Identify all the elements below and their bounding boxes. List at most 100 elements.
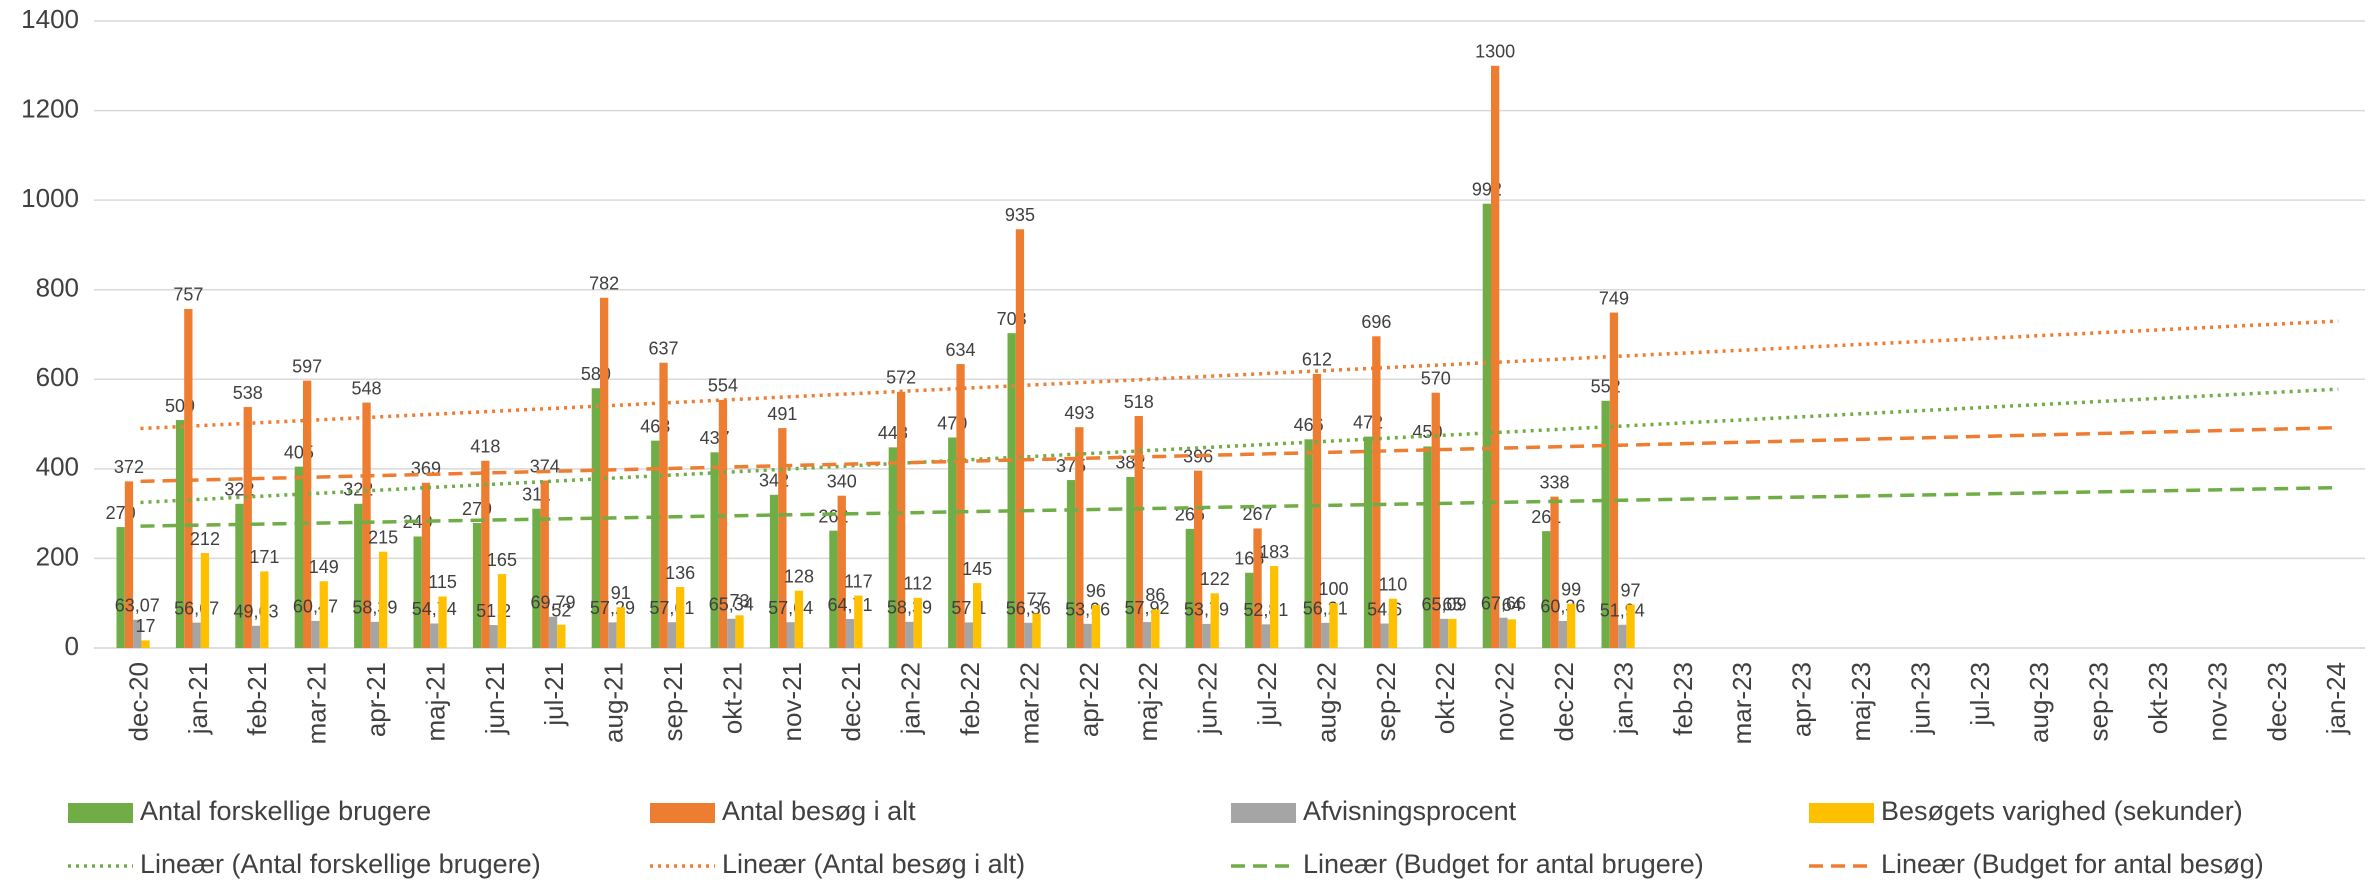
bar (1626, 604, 1635, 648)
y-tick-label: 1200 (21, 93, 79, 123)
bar (548, 616, 558, 648)
bar (1499, 617, 1508, 648)
data-label: 782 (589, 274, 619, 294)
trendline (140, 319, 2339, 431)
data-label: 757 (173, 285, 203, 305)
bar (964, 622, 973, 648)
bar (1439, 618, 1449, 648)
x-tick-label: nov-23 (2202, 662, 2232, 742)
y-tick-label: 600 (36, 362, 79, 392)
x-tick-label: jul-23 (1965, 662, 1995, 727)
bar (1185, 528, 1194, 648)
x-tick-label: okt-21 (717, 662, 747, 734)
x-tick-label: dec-21 (836, 662, 866, 742)
data-label: 54,74 (412, 599, 457, 619)
legend-label: Afvisningsprocent (1303, 796, 1517, 826)
bar (600, 297, 609, 648)
bar (616, 607, 625, 648)
data-label: 115 (428, 572, 457, 592)
bar (845, 619, 855, 648)
data-label: 136 (665, 563, 695, 583)
data-label: 65 (1442, 595, 1462, 615)
bar (1015, 229, 1025, 648)
x-tick-label: dec-23 (2262, 662, 2292, 742)
bar (1091, 605, 1101, 648)
x-tick-label: okt-23 (2143, 662, 2173, 734)
data-label: 56,21 (1303, 599, 1348, 619)
bar (438, 596, 447, 648)
data-label: 58,39 (352, 598, 397, 618)
bar (1601, 400, 1610, 648)
data-label: 597 (292, 356, 322, 376)
bar (1609, 312, 1619, 648)
x-tick-label: jun-23 (1905, 662, 1935, 735)
bar (497, 574, 507, 648)
bar (1329, 603, 1338, 648)
data-label: 63,07 (115, 596, 160, 616)
data-label: 99 (1561, 579, 1581, 599)
bar (430, 623, 439, 648)
bar (1380, 623, 1389, 648)
data-label: 122 (1200, 569, 1230, 589)
legend-label: Besøgets varighed (sekunder) (1881, 796, 2243, 826)
bar (1372, 336, 1381, 648)
data-label: 69,79 (531, 592, 576, 612)
bar (973, 583, 982, 648)
bar (200, 553, 210, 648)
data-label: 57,61 (649, 598, 694, 618)
x-tick-label: mar-21 (302, 662, 332, 744)
bar (1032, 613, 1041, 648)
bar (557, 624, 566, 648)
bar (311, 620, 320, 648)
bar (141, 640, 150, 648)
bar (854, 595, 863, 648)
legend-label: Antal besøg i alt (722, 796, 916, 826)
data-label: 64 (1502, 595, 1522, 615)
data-label: 57,64 (768, 598, 813, 618)
bar (897, 391, 906, 648)
data-label: 518 (1124, 392, 1154, 412)
x-tick-label: apr-23 (1787, 662, 1817, 737)
bar (1142, 622, 1152, 648)
bar (303, 380, 312, 648)
x-tick-label: nov-21 (777, 662, 807, 742)
bar (608, 622, 617, 648)
bar (1491, 65, 1500, 649)
data-label: 491 (767, 404, 797, 424)
bar (829, 530, 838, 648)
bar (175, 420, 185, 648)
bar (1066, 480, 1076, 648)
bar (1007, 333, 1016, 648)
bar (948, 437, 957, 648)
data-label: 53,96 (1065, 600, 1110, 620)
x-tick-label: jul-21 (539, 662, 569, 727)
bar (651, 440, 660, 648)
data-label: 67,66 (1481, 593, 1526, 613)
bar (727, 618, 736, 648)
data-label: 215 (368, 527, 398, 547)
data-label: 58,39 (887, 598, 932, 618)
bar (1134, 416, 1143, 648)
legend-swatch (1809, 803, 1874, 823)
bar (489, 625, 498, 648)
bar (1126, 476, 1135, 648)
legend-swatch (1231, 803, 1296, 823)
data-label: 96 (1086, 581, 1106, 601)
data-label: 548 (352, 378, 382, 398)
data-label: 91 (611, 583, 631, 603)
bar (1550, 496, 1559, 648)
bar (251, 625, 261, 648)
bar (1202, 623, 1211, 648)
data-label: 97 (1621, 580, 1641, 600)
bar (294, 466, 303, 648)
data-label: 145 (962, 559, 992, 579)
data-label: 56,67 (174, 598, 219, 618)
x-tick-label: sep-21 (658, 662, 688, 742)
x-tick-label: nov-22 (1490, 662, 1520, 742)
bar (1194, 470, 1203, 648)
bar (794, 590, 804, 648)
bar (472, 523, 482, 648)
bar (1431, 392, 1440, 648)
data-label: 17 (136, 616, 156, 636)
bar (591, 388, 600, 648)
